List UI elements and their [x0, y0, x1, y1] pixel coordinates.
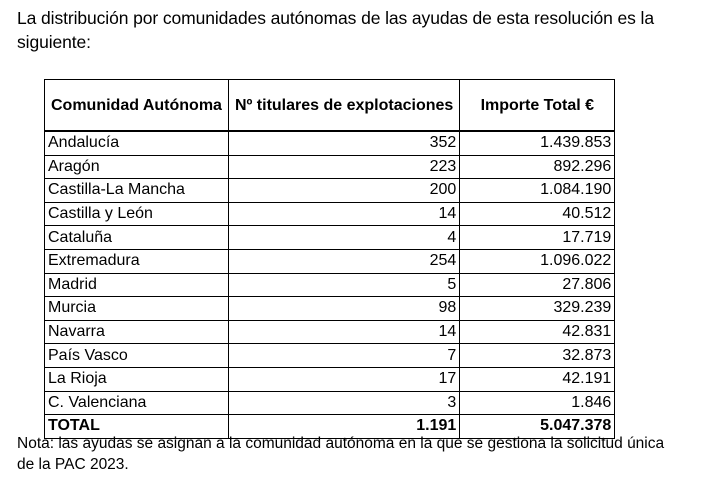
cell-titulares: 7	[227, 343, 461, 368]
cell-titulares: 254	[227, 248, 461, 274]
table-row: Murcia 98 329.239	[44, 296, 616, 321]
cell-comunidad: Madrid	[44, 272, 229, 298]
cell-importe: 1.096.022	[459, 248, 616, 274]
total-row: TOTAL 1.191 5.047.378	[44, 414, 616, 439]
table-row: La Rioja 17 42.191	[44, 366, 616, 392]
cell-titulares: 17	[227, 366, 461, 392]
cell-comunidad: Aragón	[44, 154, 229, 180]
cell-comunidad: Castilla-La Mancha	[44, 178, 229, 203]
header-importe: Importe Total €	[459, 79, 616, 132]
footnote: Nota: las ayudas se asignan a la comunid…	[17, 435, 665, 473]
table-body: Andalucía 352 1.439.853 Aragón 223 892.296 Cas…	[44, 129, 616, 439]
cell-titulares: 14	[227, 201, 461, 227]
table-row: Castilla y León 14 40.512	[44, 201, 616, 227]
cell-importe: 17.719	[459, 225, 616, 250]
cell-importe: 40.512	[459, 201, 616, 227]
header-comunidad: Comunidad Autónoma	[44, 79, 229, 132]
cell-titulares: 200	[227, 178, 461, 203]
cell-importe: 329.239	[459, 296, 616, 321]
cell-importe: 42.191	[459, 366, 616, 392]
cell-importe: 1.439.853	[459, 129, 616, 156]
cell-importe: 42.831	[459, 319, 616, 345]
cell-importe: 1.084.190	[459, 178, 616, 203]
table-row: Extremadura 254 1.096.022	[44, 248, 616, 274]
table-row: Navarra 14 42.831	[44, 319, 616, 345]
cell-comunidad: País Vasco	[44, 343, 229, 368]
intro-paragraph: La distribución por comunidades autónoma…	[17, 8, 654, 52]
table-row: Castilla-La Mancha 200 1.084.190	[44, 178, 616, 203]
cell-titulares: 5	[227, 272, 461, 298]
cell-importe: 892.296	[459, 154, 616, 180]
cell-comunidad: Murcia	[44, 296, 229, 321]
total-titulares: 1.191	[227, 414, 461, 439]
cell-comunidad: Extremadura	[44, 248, 229, 274]
table-header-row: Comunidad Autónoma Nº titulares de explo…	[44, 79, 616, 132]
table-row: Cataluña 4 17.719	[44, 225, 616, 250]
cell-importe: 32.873	[459, 343, 616, 368]
cell-comunidad: Cataluña	[44, 225, 229, 250]
cell-titulares: 4	[227, 225, 461, 250]
cell-importe: 27.806	[459, 272, 616, 298]
cell-comunidad: C. Valenciana	[44, 390, 229, 416]
cell-importe: 1.846	[459, 390, 616, 416]
header-titulares: Nº titulares de explotaciones	[227, 79, 461, 132]
cell-comunidad: La Rioja	[44, 366, 229, 392]
cell-comunidad: Navarra	[44, 319, 229, 345]
cell-titulares: 352	[227, 129, 461, 156]
cell-titulares: 98	[227, 296, 461, 321]
cell-titulares: 223	[227, 154, 461, 180]
total-label: TOTAL	[44, 414, 229, 439]
cell-comunidad: Andalucía	[44, 129, 229, 156]
table-row: País Vasco 7 32.873	[44, 343, 616, 368]
table-row: Andalucía 352 1.439.853	[44, 129, 616, 156]
table-row: C. Valenciana 3 1.846	[44, 390, 616, 416]
cell-titulares: 3	[227, 390, 461, 416]
cell-titulares: 14	[227, 319, 461, 345]
total-importe: 5.047.378	[459, 414, 616, 439]
table-row: Madrid 5 27.806	[44, 272, 616, 298]
distribution-table: Comunidad Autónoma Nº titulares de explo…	[44, 79, 616, 439]
table-row: Aragón 223 892.296	[44, 154, 616, 180]
cell-comunidad: Castilla y León	[44, 201, 229, 227]
